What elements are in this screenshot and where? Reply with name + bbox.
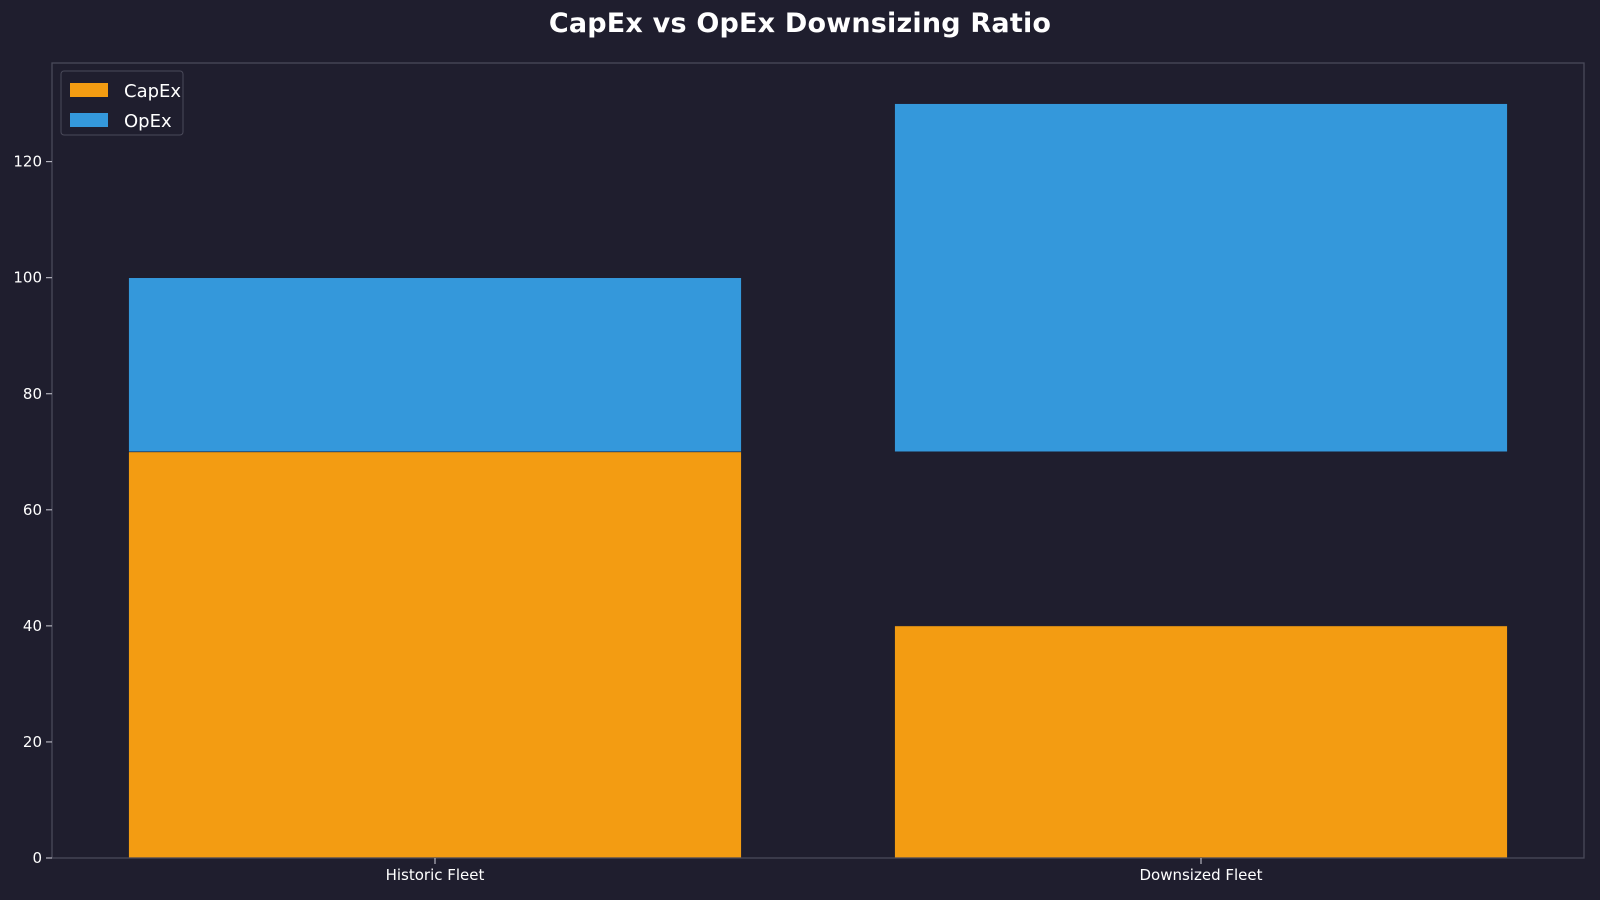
legend-swatch-capex bbox=[70, 83, 108, 97]
bar-opex-1 bbox=[894, 103, 1508, 453]
plot-frame bbox=[51, 62, 1585, 859]
y-axis: 0 20 40 60 80 100 120 bbox=[13, 153, 52, 867]
y-tick-label-3: 60 bbox=[23, 501, 42, 519]
bar-capex-1 bbox=[894, 625, 1508, 859]
legend-label-opex: OpEx bbox=[124, 111, 172, 132]
x-tick-label-0: Historic Fleet bbox=[386, 866, 485, 884]
chart-title: CapEx vs OpEx Downsizing Ratio bbox=[548, 8, 1052, 39]
y-tick-label-5: 100 bbox=[13, 269, 42, 287]
y-tick-label-4: 80 bbox=[23, 385, 42, 403]
y-tick-label-2: 40 bbox=[23, 617, 42, 635]
x-tick-label-1: Downsized Fleet bbox=[1139, 866, 1262, 884]
legend: CapEx OpEx bbox=[60, 70, 184, 136]
bar-capex-0 bbox=[128, 451, 742, 859]
y-tick-label-6: 120 bbox=[13, 153, 42, 171]
y-tick-label-1: 20 bbox=[23, 733, 42, 751]
bars-layer bbox=[128, 103, 1508, 859]
x-axis: Historic Fleet Downsized Fleet bbox=[386, 858, 1263, 884]
bar-opex-0 bbox=[128, 277, 742, 453]
legend-swatch-opex bbox=[70, 113, 108, 127]
y-tick-label-0: 0 bbox=[32, 849, 42, 867]
legend-label-capex: CapEx bbox=[124, 81, 181, 102]
